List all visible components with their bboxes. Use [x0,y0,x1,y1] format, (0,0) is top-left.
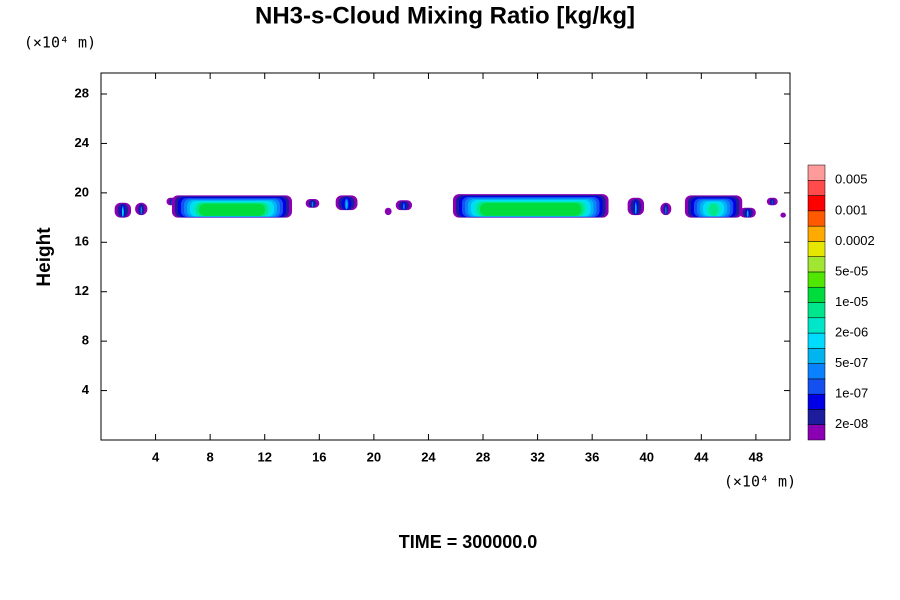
y-tick-label: 24 [75,135,90,150]
cloud-contour [746,211,749,217]
x-tick-label: 4 [152,449,160,464]
cloud-contour [771,200,773,205]
colorbar-swatch [807,286,826,303]
colorbar-swatch [807,424,826,441]
y-axis-label: Height [34,227,55,287]
y-tick-label: 28 [75,85,89,100]
y-tick-label: 4 [82,382,90,397]
cloud-contour [198,203,266,216]
x-tick-label: 20 [367,449,381,464]
x-tick-label: 16 [312,449,326,464]
cloud-contour [635,203,637,214]
cloud-contour [140,206,142,215]
time-label: TIME = 300000.0 [399,532,538,552]
y-tick-label: 8 [82,333,89,348]
x-tick-label: 48 [749,449,763,464]
cloud-contour [480,202,582,216]
cloud-contour [708,203,719,216]
colorbar-label: 2e-08 [835,416,868,431]
colorbar-label: 1e-07 [835,386,868,401]
colorbar-label: 0.001 [835,202,868,217]
cloud-contour [122,208,124,217]
colorbar-swatch [807,378,826,395]
colorbar-swatch [807,271,826,288]
colorbar-swatch [807,225,826,242]
colorbar-swatch [807,317,826,334]
cloud-contour [665,206,667,215]
y-unit: (×10⁴ m) [24,34,96,52]
colorbar-swatch [807,164,826,181]
colorbar-swatch [807,363,826,380]
colorbar-swatch [807,393,826,410]
cloud-contour [780,212,786,218]
colorbar-swatch [807,241,826,257]
colorbar-swatch [807,302,826,319]
x-tick-label: 36 [585,449,599,464]
x-tick-label: 12 [257,449,271,464]
y-tick-label: 16 [75,234,89,249]
cloud-contour [403,203,405,210]
x-tick-label: 44 [694,449,709,464]
colorbar-swatch [807,195,826,212]
chart-title: NH3-s-Cloud Mixing Ratio [kg/kg] [255,2,635,29]
cloud-contour [311,201,314,208]
colorbar-label: 2e-06 [835,324,868,339]
x-tick-label: 32 [530,449,544,464]
colorbar-label: 5e-07 [835,355,868,370]
x-tick-label: 8 [207,449,214,464]
x-unit: (×10⁴ m) [724,473,796,491]
x-tick-label: 28 [476,449,490,464]
x-tick-label: 40 [640,449,654,464]
colorbar-swatch [807,348,826,364]
y-tick-label: 20 [75,184,89,199]
x-tick-label: 24 [421,449,436,464]
colorbar-swatch [807,256,826,273]
colorbar-label: 5e-05 [835,263,868,278]
colorbar-swatch [807,180,826,196]
y-tick-label: 12 [75,283,89,298]
colorbar-swatch [807,332,826,349]
cloud-contour [345,200,348,210]
cloud-contour [384,207,392,216]
colorbar-label: 0.0002 [835,233,875,248]
colorbar-swatch [807,409,826,425]
colorbar-label: 1e-05 [835,294,868,309]
colorbar-swatch [807,210,826,227]
colorbar-label: 0.005 [835,172,868,187]
plot-frame [100,72,791,441]
